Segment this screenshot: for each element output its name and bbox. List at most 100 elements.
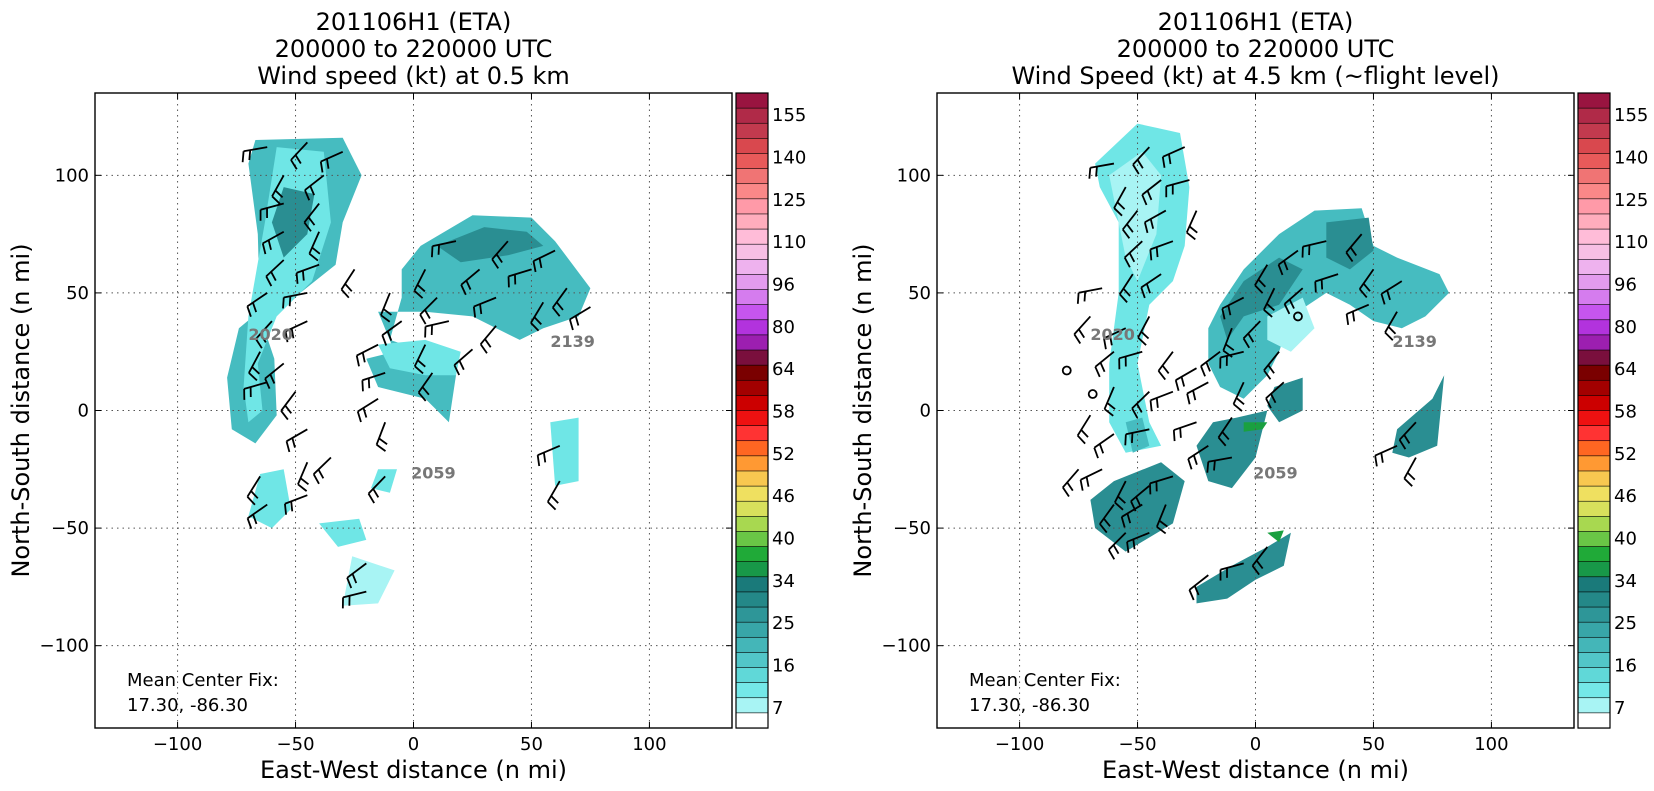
calm-wind-marker — [1089, 390, 1097, 398]
wind-barb — [298, 462, 307, 484]
colorbar-swatch — [1578, 698, 1610, 713]
wind-barb-flag — [357, 356, 359, 367]
wind-barb-flag — [1174, 430, 1175, 441]
wind-barb-flag — [1188, 459, 1191, 469]
wind-barb-flag — [1408, 473, 1415, 480]
wind-barb-flag — [538, 455, 540, 466]
wind-barb-flag — [480, 304, 481, 314]
colorbar-swatch — [736, 199, 768, 214]
wind-barb-flag — [314, 474, 319, 484]
wind-barb-flag — [544, 453, 545, 463]
colorbar-swatch — [736, 486, 768, 501]
wind-barb-flag — [1078, 293, 1079, 304]
wind-barb-flag — [318, 470, 323, 479]
colorbar-swatch — [1578, 577, 1610, 592]
x-tick-label: 50 — [1362, 734, 1385, 755]
chart-title-line: 201106H1 (ETA) — [1158, 8, 1354, 36]
wind-barb-flag — [290, 296, 291, 306]
colorbar-tick-label: 52 — [1614, 444, 1637, 465]
colorbar-tick-label: 80 — [772, 317, 795, 338]
y-tick-label: −100 — [40, 636, 89, 657]
wind-barb-flag — [1081, 430, 1088, 437]
colorbar-tick-label: 140 — [1614, 148, 1648, 169]
colorbar-swatch — [736, 380, 768, 395]
wind-barb — [426, 321, 449, 326]
colorbar-swatch — [736, 713, 768, 728]
colorbar-swatch — [736, 426, 768, 441]
colorbar-tick-label: 52 — [772, 444, 795, 465]
y-axis-label: North-South distance (n mi) — [7, 243, 35, 577]
colorbar-swatch — [1578, 350, 1610, 365]
colorbar-swatch — [736, 592, 768, 607]
colorbar-swatch — [1578, 426, 1610, 441]
colorbar-swatch — [1578, 93, 1610, 108]
y-tick-label: 50 — [66, 283, 89, 304]
wind-barb-flag — [1133, 539, 1134, 549]
wind-barb-flag — [1189, 590, 1193, 600]
colorbar-tick-label: 155 — [772, 105, 806, 126]
colorbar-swatch — [736, 531, 768, 546]
colorbar-tick-label: 58 — [772, 402, 795, 423]
colorbar-swatch — [1578, 305, 1610, 320]
colorbar-swatch — [736, 471, 768, 486]
colorbar-swatch — [736, 274, 768, 289]
colorbar-tick-label: 7 — [772, 698, 783, 719]
wind-barb-flag — [298, 484, 307, 491]
wind-barb-flag — [373, 489, 378, 498]
colorbar-swatch — [736, 214, 768, 229]
wind-barb — [358, 399, 378, 412]
wind-barb-flag — [243, 151, 244, 162]
colorbar-swatch — [736, 547, 768, 562]
colorbar-swatch — [736, 516, 768, 531]
colorbar-swatch — [1578, 108, 1610, 123]
colorbar-swatch — [736, 290, 768, 305]
colorbar-swatch — [1578, 516, 1610, 531]
colorbar-swatch — [736, 577, 768, 592]
wind-barb-flag — [345, 284, 352, 291]
colorbar-tick-label: 16 — [772, 656, 795, 677]
wind-barb-flag — [1180, 428, 1181, 438]
wind-barb — [481, 326, 496, 344]
colorbar-swatch — [736, 562, 768, 577]
colorbar-swatch — [736, 244, 768, 259]
wind-barb-flag — [1176, 380, 1179, 391]
wind-barb-flag — [1214, 461, 1215, 471]
wind-barb-flag — [1347, 314, 1349, 325]
colorbar-swatch — [736, 229, 768, 244]
wind-barb-flag — [1163, 366, 1169, 374]
wind-barb-flag — [1063, 487, 1069, 496]
colorbar-swatch — [736, 668, 768, 683]
colorbar-swatch — [1578, 637, 1610, 652]
wind-barb-flag — [1096, 167, 1097, 177]
x-tick-label: 100 — [1474, 734, 1508, 755]
colorbar-swatch — [1578, 229, 1610, 244]
y-tick-label: 100 — [55, 165, 89, 186]
wind-barb-flag — [1158, 371, 1165, 380]
x-tick-label: 50 — [520, 734, 543, 755]
x-axis-label: East-West distance (n mi) — [1102, 756, 1409, 784]
colorbar-tick-label: 58 — [1614, 402, 1637, 423]
colorbar-swatch — [736, 683, 768, 698]
wind-barb — [1081, 469, 1103, 480]
colorbar-tick-label: 34 — [1614, 571, 1637, 592]
wind-barb — [1176, 368, 1197, 380]
flight-time-label: 2139 — [1392, 332, 1437, 351]
flight-time-label: 2059 — [411, 464, 456, 483]
y-axis-label: North-South distance (n mi) — [849, 243, 877, 577]
wind-barb-flag — [291, 501, 292, 511]
x-axis-label: East-West distance (n mi) — [260, 756, 567, 784]
wind-barb — [1079, 288, 1103, 293]
colorbar-swatch — [1578, 259, 1610, 274]
colorbar-swatch — [736, 93, 768, 108]
flight-time-label: 2020 — [248, 325, 293, 344]
wind-barb-flag — [1236, 398, 1244, 404]
x-tick-label: 0 — [408, 734, 419, 755]
colorbar-swatch — [736, 350, 768, 365]
wind-barb-flag — [1315, 282, 1316, 293]
wind-barb-flag — [1078, 436, 1086, 444]
wind-barb-flag — [485, 339, 491, 347]
colorbar-swatch — [736, 169, 768, 184]
colorbar-swatch — [1578, 456, 1610, 471]
colorbar-tick-label: 25 — [772, 613, 795, 634]
